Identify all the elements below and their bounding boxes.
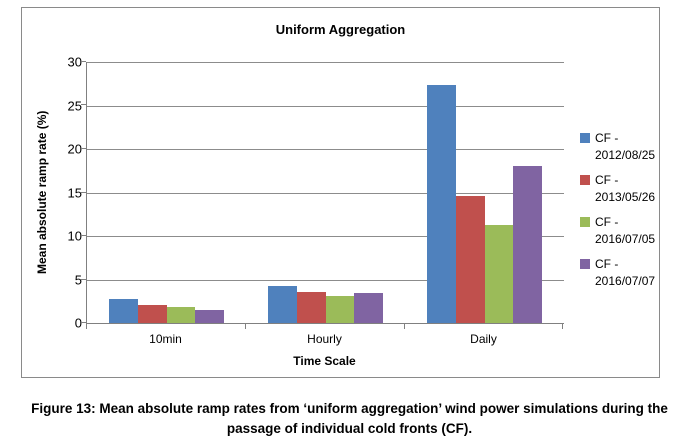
bar (296, 291, 326, 323)
x-category-label: 10min (149, 332, 182, 346)
bar (354, 293, 383, 323)
y-tick-mark (81, 61, 86, 62)
legend-marker-icon (580, 217, 590, 227)
caption-line-2: passage of individual cold fronts (CF). (226, 421, 473, 436)
bar (195, 309, 224, 323)
y-tick-mark (81, 322, 86, 323)
bar-group-10min (87, 62, 246, 323)
x-tick-mark (86, 323, 87, 329)
bar (427, 84, 456, 323)
x-tick-mark (403, 323, 405, 329)
y-tick-mark (81, 234, 86, 236)
bar (455, 195, 485, 323)
bar-group-daily (405, 62, 564, 323)
bar (166, 307, 196, 323)
bar (268, 285, 297, 323)
x-category-label: Daily (470, 332, 497, 346)
y-tick-label: 15 (67, 185, 82, 200)
gridline (87, 192, 564, 194)
x-category-label: Hourly (307, 332, 342, 346)
legend-label: CF - 2016/07/07 (595, 257, 656, 288)
y-tick-label: 0 (74, 315, 82, 331)
legend-item: CF - 2012/08/25 (580, 130, 656, 164)
y-tick-marks (81, 61, 86, 323)
legend-item: CF - 2013/05/26 (580, 172, 656, 206)
chart-title: Uniform Aggregation (275, 22, 406, 37)
y-tick-labels: 0 5 10 15 20 25 30 (52, 56, 82, 330)
bar (484, 224, 514, 323)
legend: CF - 2012/08/25 CF - 2013/05/26 CF - 2016/… (580, 130, 656, 298)
bar (109, 298, 138, 323)
bar (513, 166, 542, 323)
x-axis-title: Time Scale (293, 354, 356, 368)
gridline (87, 236, 564, 238)
gridline (87, 149, 564, 151)
y-tick-label: 25 (67, 98, 82, 113)
legend-marker-icon (580, 259, 590, 269)
caption-line-1: Figure 13: Mean absolute ramp rates from… (31, 401, 668, 416)
bar-groups (87, 62, 564, 323)
y-tick-mark (81, 147, 86, 149)
x-tick-mark (562, 323, 563, 329)
plot-area (86, 62, 564, 324)
legend-marker-icon (580, 133, 590, 143)
y-tick-mark (81, 191, 86, 193)
y-tick-mark (81, 104, 86, 106)
gridline (87, 105, 564, 107)
chart-frame: Uniform Aggregation Mean absolute ramp r… (21, 7, 660, 378)
legend-item: CF - 2016/07/07 (580, 256, 656, 290)
bar (325, 296, 355, 323)
y-tick-label: 30 (67, 54, 82, 70)
legend-label: CF - 2012/08/25 (595, 131, 656, 162)
x-category-labels: 10min Hourly Daily (86, 332, 563, 346)
legend-label: CF - 2016/07/05 (595, 215, 656, 246)
gridline (87, 279, 564, 281)
legend-marker-icon (580, 175, 590, 185)
gridline (87, 62, 564, 63)
y-tick-mark (81, 278, 86, 280)
bar-group-hourly (246, 62, 405, 323)
y-tick-label: 5 (74, 272, 82, 287)
x-tick-mark (244, 323, 246, 329)
bar (137, 304, 167, 323)
legend-item: CF - 2016/07/05 (580, 214, 656, 248)
legend-label: CF - 2013/05/26 (595, 173, 656, 204)
y-axis-title: Mean absolute ramp rate (%) (35, 110, 49, 275)
x-tick-marks (86, 323, 563, 329)
y-tick-label: 10 (67, 228, 82, 244)
figure-caption: Figure 13: Mean absolute ramp rates from… (0, 399, 699, 439)
y-tick-label: 20 (67, 141, 82, 157)
